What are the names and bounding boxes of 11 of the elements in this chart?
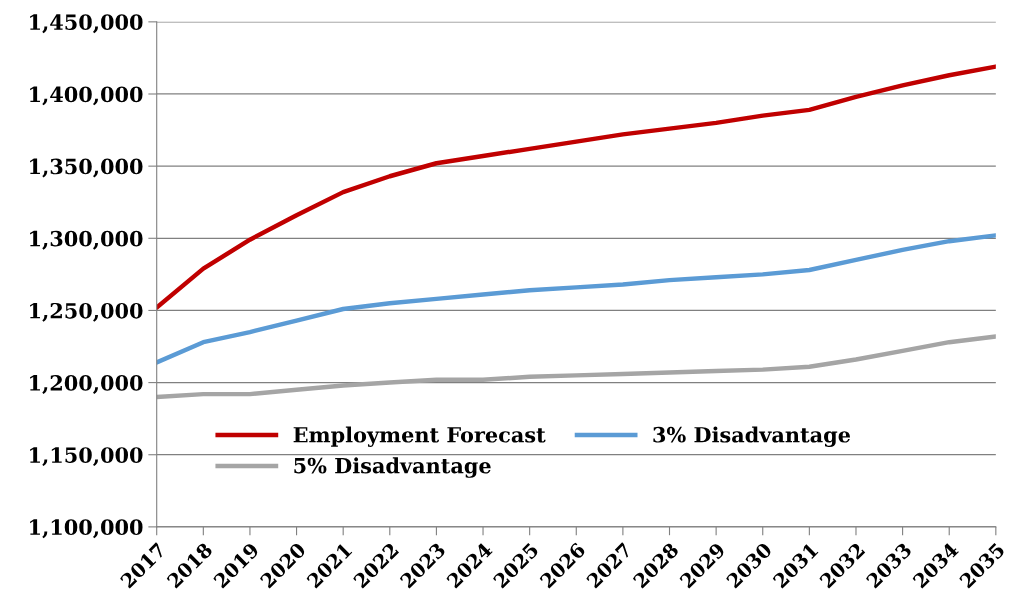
legend-label: 3% Disadvantage xyxy=(653,426,851,447)
y-tick-label: 1,200,000 xyxy=(30,375,143,394)
y-tick-label: 1,250,000 xyxy=(30,302,143,322)
y-tick-label: 1,400,000 xyxy=(30,86,143,106)
y-tick-label: 1,350,000 xyxy=(30,158,143,178)
y-tick-label: 1,450,000 xyxy=(30,14,143,34)
y-tick-label: 1,150,000 xyxy=(30,447,143,467)
legend-label: 5% Disadvantage xyxy=(294,457,491,478)
y-tick-label: 1,300,000 xyxy=(30,230,143,250)
y-tick-label: 1,100,000 xyxy=(30,519,143,539)
legend-label: Employment Forecast xyxy=(293,426,546,447)
